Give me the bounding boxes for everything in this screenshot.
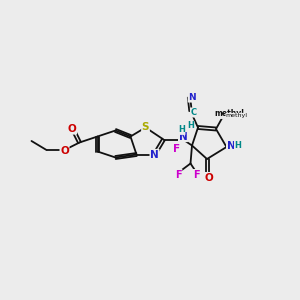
Text: C: C bbox=[190, 108, 196, 117]
Text: methyl: methyl bbox=[226, 113, 247, 118]
Text: H: H bbox=[235, 141, 241, 150]
Text: S: S bbox=[142, 122, 149, 133]
Text: O: O bbox=[60, 146, 69, 156]
Text: F: F bbox=[173, 143, 181, 154]
Text: N: N bbox=[226, 140, 236, 151]
Text: N: N bbox=[150, 149, 159, 160]
Text: H: H bbox=[178, 125, 185, 134]
Text: methyl: methyl bbox=[214, 110, 244, 118]
Text: N: N bbox=[188, 93, 196, 102]
Text: N: N bbox=[178, 131, 188, 142]
Text: F: F bbox=[175, 169, 182, 180]
Text: F: F bbox=[193, 169, 200, 180]
Text: O: O bbox=[68, 124, 76, 134]
Text: O: O bbox=[204, 172, 213, 183]
Text: H: H bbox=[187, 122, 194, 130]
